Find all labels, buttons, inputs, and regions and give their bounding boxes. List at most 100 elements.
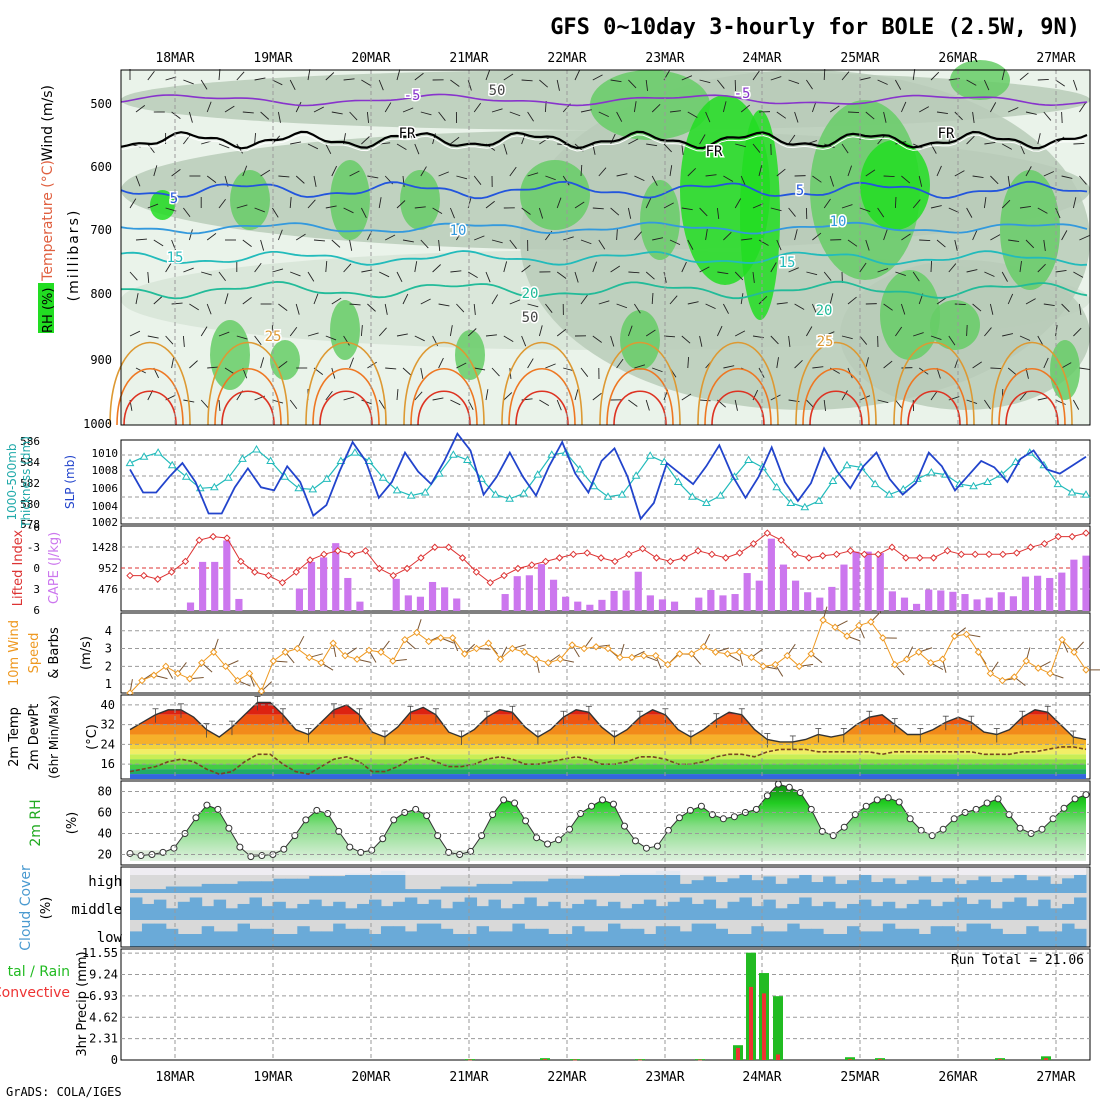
- cloud-cell: [751, 926, 763, 947]
- rh2m-point: [281, 846, 287, 852]
- cloud-cell: [1062, 924, 1074, 947]
- rh2m-point: [204, 802, 210, 808]
- cape-bar: [901, 598, 908, 611]
- cloud-cell: [273, 902, 285, 920]
- cape-bar: [623, 590, 630, 611]
- date-label-bottom: 25MAR: [840, 1070, 879, 1085]
- cloud-cell: [1014, 897, 1026, 920]
- cloud-cell: [1038, 876, 1050, 893]
- cloud-cell: [453, 887, 465, 894]
- cape-bar: [526, 575, 533, 611]
- contour-label: -5: [734, 86, 751, 102]
- cloud-cell: [823, 876, 835, 893]
- lifted-index-label: Lifted Index: [11, 529, 26, 606]
- wind-barb: [848, 112, 859, 113]
- cloud-cell: [692, 880, 704, 893]
- cloud-cell: [1026, 906, 1038, 920]
- cloud-cell: [656, 906, 668, 920]
- cloud-cell: [847, 904, 859, 920]
- cloud-cell: [955, 931, 967, 947]
- cape-bar: [574, 602, 581, 611]
- cloud-cell: [871, 906, 883, 920]
- cloud-cell: [142, 904, 154, 920]
- rh2m-point: [654, 843, 660, 849]
- precip-conv-bar: [848, 1059, 852, 1060]
- date-label-top: 27MAR: [1036, 51, 1075, 66]
- cloud-cell: [704, 924, 716, 947]
- cloud-cell: [967, 880, 979, 893]
- rh2m-point: [501, 797, 507, 803]
- rh2m-point: [1017, 825, 1023, 831]
- cloud-cell: [787, 924, 799, 947]
- rh-shade-region: [330, 160, 370, 240]
- cloud-cell: [895, 884, 907, 893]
- cloud-cell: [1002, 902, 1014, 920]
- rh-shade-region: [1050, 340, 1080, 400]
- cloud-cell: [154, 924, 166, 947]
- contour-label: 50: [522, 310, 539, 326]
- rh2m-point: [841, 824, 847, 830]
- rh2m-point: [632, 838, 638, 844]
- cloud-cell: [441, 887, 453, 894]
- cloud-cell: [847, 880, 859, 893]
- cloud-cell: [226, 908, 238, 920]
- cape-bar: [514, 576, 521, 611]
- cloud-cell: [321, 876, 333, 893]
- cloud-cell: [548, 879, 560, 893]
- cloud-cell: [620, 929, 632, 947]
- cape-bar: [610, 591, 617, 611]
- axis-tick-label: 6: [33, 604, 40, 617]
- cape-bar: [235, 599, 242, 611]
- cape-bar: [828, 587, 835, 611]
- cape-bar: [986, 598, 993, 611]
- rh2m-point: [523, 818, 529, 824]
- axis-tick-label: -3: [27, 541, 40, 554]
- rh2m-point: [347, 844, 353, 850]
- rh2m-point: [863, 803, 869, 809]
- cloud-cell: [178, 934, 190, 947]
- axis-tick-label: 80: [98, 785, 112, 799]
- cloud-cell: [859, 875, 871, 893]
- cloud-cell: [489, 884, 501, 893]
- cloud-cell: [978, 876, 990, 893]
- cloud-cell: [345, 929, 357, 947]
- cloud-cell: [214, 884, 226, 893]
- cloud-cell: [1038, 900, 1050, 920]
- cape-bar: [344, 578, 351, 611]
- cloud-cell: [202, 926, 214, 947]
- axis-tick-label: 3: [105, 642, 112, 656]
- cloud-cell: [680, 931, 692, 947]
- precip-conv-bar: [543, 1059, 547, 1060]
- cloud-cell: [429, 900, 441, 920]
- footer-credit: GrADS: COLA/IGES: [6, 1085, 122, 1099]
- rh-shade-region: [330, 300, 360, 360]
- precip-conv-bar: [638, 1060, 642, 1061]
- cloud-cell: [1074, 875, 1086, 893]
- cloud-cell: [321, 931, 333, 947]
- cloud-cell: [130, 897, 142, 920]
- cloud-panel: high middle low Cloud Cover (%): [18, 865, 1090, 951]
- axis-tick-label: 20: [98, 848, 112, 862]
- cloud-cell: [453, 934, 465, 947]
- cloud-cell: [477, 884, 489, 893]
- axis-tick-label: 952: [98, 562, 118, 575]
- cloud-cell: [321, 906, 333, 920]
- wind-label-2: Speed: [27, 633, 42, 674]
- cloud-cell: [1014, 875, 1026, 893]
- cloud-cell: [261, 906, 273, 920]
- upper-label-units: (millibars): [66, 209, 82, 302]
- cloud-cell: [608, 924, 620, 947]
- cloud-cell: [620, 908, 632, 920]
- precip-conv-bar: [736, 1048, 740, 1060]
- date-label-top: 19MAR: [253, 51, 292, 66]
- rh2m-point: [885, 795, 891, 801]
- cloud-cell: [608, 902, 620, 920]
- cape-bar: [199, 562, 206, 611]
- cloud-cell: [285, 879, 297, 893]
- rh-shade-region: [640, 180, 680, 260]
- upper-label-temp: Temperature (°C): [40, 160, 56, 282]
- rh2m-point: [951, 816, 957, 822]
- cape-bar: [719, 595, 726, 611]
- precip-frame: [121, 949, 1090, 1060]
- precip-panel: 11.559.246.934.622.310 Run Total = 21.06…: [0, 946, 1090, 1067]
